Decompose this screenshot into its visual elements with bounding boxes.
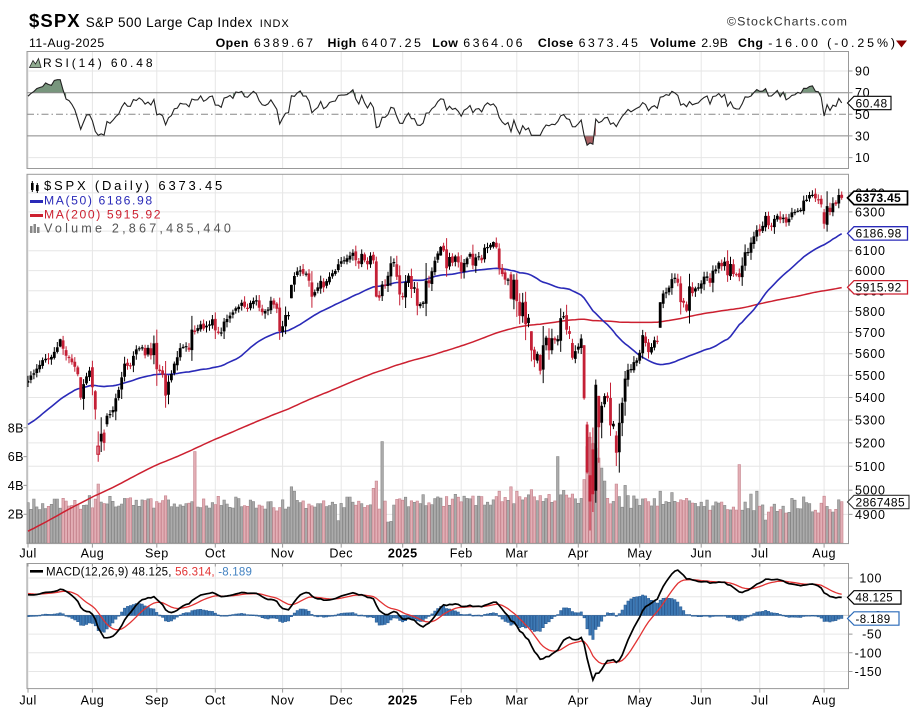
svg-text:5600: 5600 [855, 347, 886, 361]
svg-text:2B: 2B [8, 508, 24, 522]
svg-text:Nov: Nov [271, 547, 295, 561]
svg-text:Apr: Apr [568, 694, 589, 708]
svg-text:-50: -50 [862, 628, 882, 642]
svg-text:-8.189: -8.189 [856, 614, 891, 626]
svg-text:Aug: Aug [812, 547, 836, 561]
svg-text:5915.92: 5915.92 [856, 281, 902, 295]
svg-text:Oct: Oct [205, 694, 226, 708]
svg-text:MA(200) 5915.92: MA(200) 5915.92 [44, 208, 162, 222]
svg-text:Sep: Sep [145, 694, 169, 708]
svg-text:100: 100 [859, 572, 882, 586]
svg-text:-100: -100 [855, 646, 882, 660]
svg-text:2025: 2025 [388, 694, 418, 708]
svg-text:Dec: Dec [329, 547, 353, 561]
svg-text:60.48: 60.48 [856, 96, 888, 110]
svg-text:Oct: Oct [205, 547, 226, 561]
svg-text:30: 30 [855, 129, 870, 143]
svg-text:Jul: Jul [751, 694, 768, 708]
svg-text:Sep: Sep [145, 547, 169, 561]
svg-text:Jun: Jun [690, 547, 712, 561]
svg-text:May: May [627, 694, 652, 708]
svg-text:Feb: Feb [450, 694, 473, 708]
svg-text:5400: 5400 [855, 391, 886, 405]
svg-text:Jul: Jul [19, 547, 36, 561]
svg-text:5100: 5100 [855, 460, 886, 474]
svg-text:Nov: Nov [271, 694, 295, 708]
svg-text:6100: 6100 [855, 244, 886, 258]
svg-text:5800: 5800 [855, 305, 886, 319]
svg-text:5300: 5300 [855, 414, 886, 428]
svg-text:RSI(14) 60.48: RSI(14) 60.48 [43, 56, 155, 70]
svg-text:Jul: Jul [751, 547, 768, 561]
svg-text:Aug: Aug [81, 547, 105, 561]
svg-text:4B: 4B [8, 479, 24, 493]
svg-text:50: 50 [855, 108, 870, 122]
svg-text:Jun: Jun [690, 694, 712, 708]
svg-text:©StockCharts.com: ©StockCharts.com [727, 15, 848, 29]
svg-text:Chg-16.00 (-0.25%): Chg -16.00 (-0.25%) [738, 36, 898, 50]
svg-text:2867485: 2867485 [856, 495, 906, 509]
svg-text:May: May [627, 547, 652, 561]
svg-text:Mar: Mar [505, 547, 528, 561]
svg-text:$SPX (Daily) 6373.45: $SPX (Daily) 6373.45 [44, 178, 225, 193]
svg-text:Apr: Apr [568, 547, 589, 561]
svg-text:6373.45: 6373.45 [856, 191, 901, 205]
svg-text:-150: -150 [855, 665, 882, 679]
svg-text:Aug: Aug [812, 694, 836, 708]
svg-text:MA(50) 6186.98: MA(50) 6186.98 [44, 194, 154, 208]
svg-text:5500: 5500 [855, 369, 886, 383]
svg-text:Aug: Aug [81, 694, 105, 708]
svg-text:48.125: 48.125 [856, 593, 894, 605]
svg-text:6300: 6300 [855, 205, 886, 219]
svg-text:5000: 5000 [855, 484, 886, 498]
svg-text:6000: 6000 [855, 264, 886, 278]
svg-text:2025: 2025 [388, 547, 418, 561]
svg-text:6186.98: 6186.98 [856, 227, 902, 241]
svg-text:Jul: Jul [19, 694, 36, 708]
svg-text:8B: 8B [8, 421, 24, 435]
svg-text:Dec: Dec [329, 694, 353, 708]
svg-text:11-Aug-2025: 11-Aug-2025 [29, 36, 105, 50]
svg-text:90: 90 [855, 65, 870, 79]
svg-text:Feb: Feb [450, 547, 473, 561]
svg-text:5200: 5200 [855, 436, 886, 450]
svg-text:4900: 4900 [855, 508, 886, 522]
svg-text:10: 10 [855, 151, 870, 165]
svg-text:6B: 6B [8, 450, 24, 464]
svg-text:MACD(12,26,9) 48.125, 56.314,: MACD(12,26,9) 48.125, 56.314, -8.189 [46, 567, 252, 579]
svg-text:5700: 5700 [855, 326, 886, 340]
svg-text:Mar: Mar [505, 694, 528, 708]
svg-text:Volume 2,867,485,440: Volume 2,867,485,440 [44, 222, 234, 236]
